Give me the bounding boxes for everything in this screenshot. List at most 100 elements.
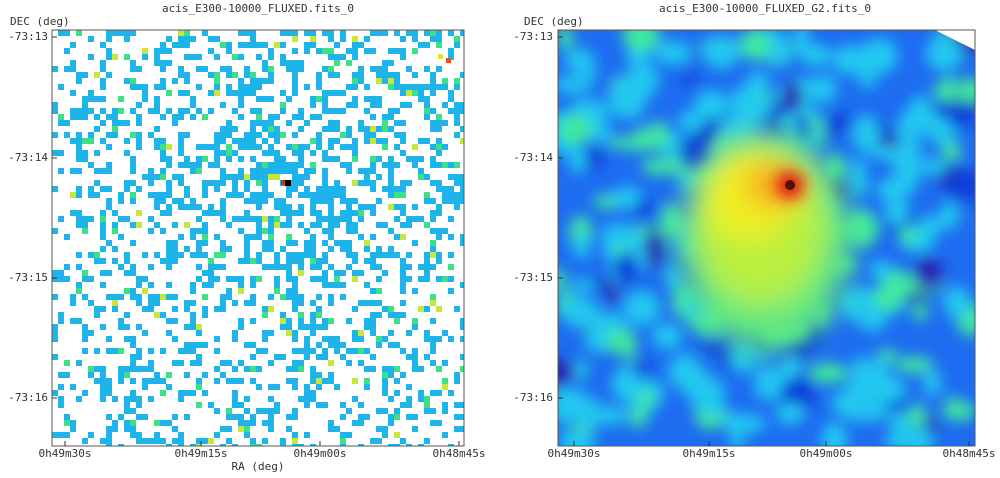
pixel (310, 138, 316, 144)
pixel (334, 192, 340, 198)
pixel (58, 312, 64, 318)
pixel (352, 252, 358, 258)
pixel (154, 126, 160, 132)
pixel (250, 342, 256, 348)
pixel (280, 168, 286, 174)
pixel (304, 402, 310, 408)
pixel (412, 426, 418, 432)
pixel (412, 90, 418, 96)
pixel (400, 138, 406, 144)
pixel (220, 180, 226, 186)
pixel (388, 228, 394, 234)
blob (755, 98, 771, 118)
blob (943, 285, 970, 320)
pixel (196, 54, 202, 60)
pixel (346, 432, 352, 438)
pixel (460, 174, 464, 180)
pixel (304, 348, 310, 354)
pixel (442, 384, 448, 390)
pixel (430, 390, 436, 396)
pixel (388, 192, 394, 198)
pixel (394, 252, 400, 258)
pixel (400, 300, 406, 306)
pixel (340, 186, 346, 192)
pixel (430, 180, 436, 186)
pixel (268, 426, 274, 432)
pixel (250, 354, 256, 360)
pixel (178, 162, 184, 168)
pixel (172, 198, 178, 204)
pixel (418, 390, 424, 396)
pixel (232, 126, 238, 132)
pixel (436, 84, 442, 90)
pixel (166, 264, 172, 270)
pixel (412, 72, 418, 78)
pixel (52, 324, 58, 330)
pixel (286, 162, 292, 168)
blob (914, 256, 943, 291)
pixel (352, 150, 358, 156)
pixel (70, 294, 76, 300)
blob (895, 356, 934, 374)
pixel (388, 72, 394, 78)
pixel (190, 252, 196, 258)
pixel (334, 156, 340, 162)
pixel (256, 348, 262, 354)
pixel (250, 174, 256, 180)
pixel (232, 330, 238, 336)
pixel (88, 138, 94, 144)
pixel (256, 384, 262, 390)
pixel (118, 234, 124, 240)
pixel (400, 402, 406, 408)
pixel (190, 360, 196, 366)
pixel (448, 264, 454, 270)
pixel (454, 42, 460, 48)
pixel (286, 366, 292, 372)
pixel (106, 168, 112, 174)
pixel (238, 114, 244, 120)
pixel (100, 96, 106, 102)
pixel (328, 126, 334, 132)
pixel (334, 138, 340, 144)
pixel (442, 378, 448, 384)
pixel (190, 312, 196, 318)
pixel (382, 162, 388, 168)
pixel (76, 360, 82, 366)
pixel (430, 420, 436, 426)
pixel (82, 102, 88, 108)
pixel (244, 132, 250, 138)
pixel (292, 252, 298, 258)
pixel (340, 54, 346, 60)
pixel (316, 144, 322, 150)
pixel (118, 318, 124, 324)
pixel (160, 312, 166, 318)
pixel (262, 438, 268, 444)
pixel (226, 132, 232, 138)
pixel (322, 156, 328, 162)
pixel (370, 66, 376, 72)
pixel (430, 72, 436, 78)
pixel (268, 192, 274, 198)
pixel (370, 186, 376, 192)
pixel (112, 126, 118, 132)
pixel (250, 318, 256, 324)
pixel (82, 138, 88, 144)
pixel (436, 276, 442, 282)
x-tick-label: 0h48m45s (433, 447, 486, 460)
pixel (292, 90, 298, 96)
pixel (388, 174, 394, 180)
pixel (292, 60, 298, 66)
pixel (94, 258, 100, 264)
pixel (184, 132, 190, 138)
pixel (280, 60, 286, 66)
pixel (352, 378, 358, 384)
pixel (436, 138, 442, 144)
pixel (142, 366, 148, 372)
pixel (442, 432, 448, 438)
pixel (244, 90, 250, 96)
pixel (100, 396, 106, 402)
pixel (442, 102, 448, 108)
pixel (70, 426, 76, 432)
pixel (262, 150, 268, 156)
pixel (214, 180, 220, 186)
